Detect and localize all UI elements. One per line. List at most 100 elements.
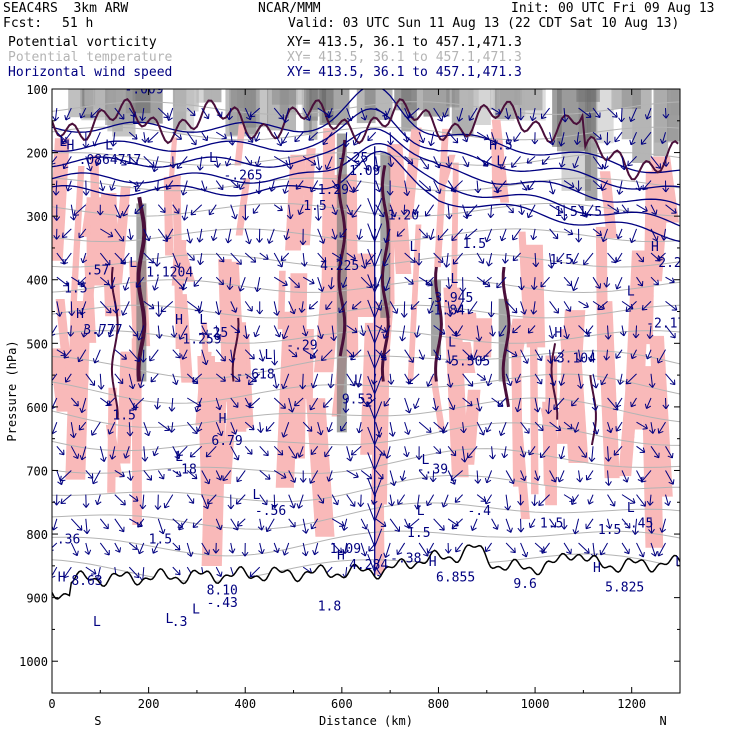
wind-vector [313, 542, 319, 555]
wind-vector-head [153, 168, 159, 173]
wind-vector-head [297, 209, 300, 215]
wind-vector-head [477, 478, 482, 484]
wind-vector-head [521, 553, 527, 558]
wind-vector [646, 107, 652, 120]
wind-vector [157, 204, 166, 213]
wind-vector [178, 518, 188, 531]
wind-vector [201, 542, 210, 555]
wind-vector-head [656, 358, 659, 364]
wind-vector-head [324, 454, 330, 458]
wind-vector-head [616, 259, 622, 263]
wind-vector-head [85, 190, 90, 196]
contour-label: L [132, 113, 140, 128]
wind-vector [496, 276, 507, 289]
wind-vector-head [176, 379, 179, 385]
wind-vector-head [186, 553, 192, 557]
wind-vector [230, 180, 239, 188]
wind-vector-head [361, 526, 367, 530]
contour-label: L [451, 272, 459, 287]
wind-vector-head [212, 548, 217, 554]
wind-vector-head [575, 187, 580, 192]
wind-vector-head [655, 209, 658, 215]
wind-vector [649, 494, 652, 506]
wind-vector-head [159, 333, 163, 339]
strong-vertical-wind-head [367, 299, 376, 319]
wind-vector-head [390, 140, 394, 146]
wind-vector-head [524, 309, 527, 315]
wind-vector [65, 107, 72, 121]
wind-vector-head [485, 501, 491, 505]
wind-vector-head [548, 190, 554, 195]
wind-vector-head [56, 216, 61, 221]
wind-vector-head [588, 501, 594, 505]
wind-vector [353, 180, 362, 193]
wind-vector-head [406, 137, 410, 143]
theta-contour [52, 350, 680, 379]
wind-vector [236, 494, 246, 505]
wind-vector-head [178, 262, 181, 268]
wind-vector-head [284, 403, 286, 409]
wind-vector [442, 421, 449, 434]
pv-positive-area [386, 144, 412, 274]
wind-vector-head [629, 139, 632, 145]
wind-vector [386, 446, 391, 459]
wind-vector-head [413, 403, 416, 409]
wind-vector-head [383, 285, 386, 291]
wind-vector [110, 277, 116, 289]
wind-vector [172, 204, 180, 214]
wind-vector-head [49, 546, 50, 551]
wind-vector-head [484, 477, 488, 484]
wind-vector [312, 373, 319, 389]
wind-vector [70, 204, 75, 221]
wind-vector-head [97, 385, 102, 390]
wind-vector [152, 542, 159, 554]
wind-vector [471, 518, 478, 531]
wind-vector-head [390, 162, 395, 168]
wind-vector-head [62, 236, 68, 238]
wind-vector-head [642, 551, 645, 558]
wind-vector [282, 421, 290, 438]
wind-vector-head [95, 332, 99, 337]
wind-vector [120, 252, 130, 264]
contour-label: 5.825 [605, 580, 644, 595]
wind-vector [404, 276, 414, 285]
pv-positive-area [443, 287, 469, 478]
wind-vector-head [638, 554, 644, 558]
wind-vector-head [106, 311, 112, 314]
wind-vector [346, 470, 359, 478]
wind-vector-head [136, 335, 140, 341]
wind-vector-head [339, 254, 343, 260]
wind-vector-head [83, 333, 88, 338]
wind-vector-head [397, 502, 403, 505]
contour-label: 1.5 [112, 409, 135, 424]
legend-wind-name: Horizontal wind speed [8, 65, 173, 80]
contour-label: 9.6 [513, 577, 536, 592]
wind-vector [462, 422, 465, 433]
wind-vector [350, 349, 362, 361]
wind-vector [621, 204, 629, 214]
contour-label: L [105, 138, 113, 153]
wind-vector [650, 204, 657, 215]
wind-vector [215, 107, 222, 117]
wind-vector-head [324, 164, 327, 170]
wind-vector [142, 494, 145, 509]
wind-vector-head [254, 257, 257, 263]
wind-vector-head [642, 447, 646, 453]
wind-vector-head [155, 334, 160, 339]
wind-vector-head [375, 188, 381, 193]
wind-vector [516, 397, 522, 413]
wind-vector [634, 518, 638, 535]
wind-vector-head [296, 503, 300, 509]
wind-vector-head [400, 312, 405, 318]
wind-vector [389, 132, 392, 145]
wind-vector-head [611, 261, 617, 264]
wind-vector [450, 470, 463, 481]
wind-vector-head [383, 237, 386, 243]
contour-label: L [166, 612, 174, 627]
wind-vector-head [453, 262, 459, 265]
wind-vector-head [281, 138, 283, 144]
wind-vector-head [662, 187, 667, 193]
wind-vector [630, 228, 637, 243]
wind-vector [418, 180, 431, 192]
wind-vector-head [616, 286, 622, 290]
